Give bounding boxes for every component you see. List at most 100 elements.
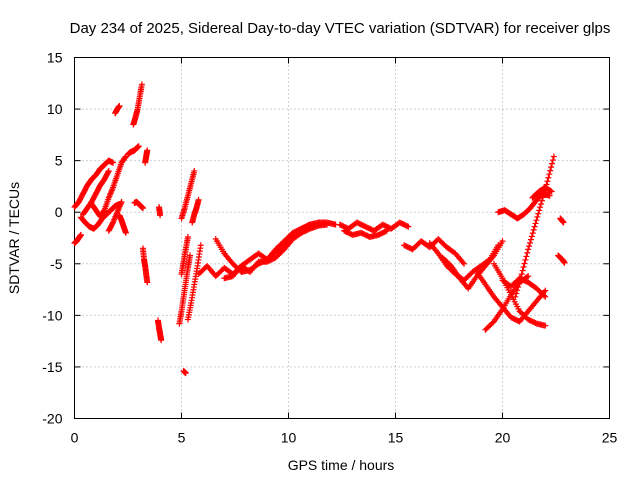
- data-point-fill: [523, 253, 530, 260]
- data-point-fill: [527, 236, 534, 243]
- data-point: [561, 259, 568, 266]
- data-point: [525, 273, 532, 280]
- data-point: [542, 322, 549, 329]
- series-arc-12: [139, 245, 151, 286]
- data-point-fill: [540, 191, 547, 198]
- x-axis-label: GPS time / hours: [288, 457, 395, 473]
- data-point-fill: [516, 277, 523, 284]
- data-point: [550, 153, 557, 160]
- data-point: [512, 293, 519, 300]
- data-point-fill: [519, 267, 526, 274]
- data-point-fill: [515, 284, 522, 291]
- series-arc-28: [401, 236, 467, 267]
- data-point: [499, 238, 506, 245]
- y-tick-label: 15: [47, 50, 63, 66]
- x-tick-label: 10: [281, 430, 297, 446]
- data-point: [525, 246, 532, 253]
- x-tick-label: 25: [602, 430, 618, 446]
- series-arc-30: [439, 238, 506, 292]
- data-point: [158, 337, 165, 344]
- data-point-fill: [549, 157, 556, 164]
- data-point-fill: [528, 233, 535, 240]
- series-arc-22: [195, 221, 331, 280]
- data-point-fill: [530, 226, 537, 233]
- series-arc-03: [77, 200, 123, 232]
- series-arc-09: [125, 143, 142, 158]
- series-arc-06: [105, 198, 125, 234]
- series-arc-08: [116, 212, 129, 236]
- y-tick-label: 10: [47, 101, 63, 117]
- data-point: [544, 178, 551, 185]
- data-point: [542, 287, 549, 294]
- data-point-fill: [537, 204, 544, 211]
- data-point-fill: [524, 249, 531, 256]
- y-tick-label: -5: [50, 256, 63, 272]
- data-point-fill: [521, 260, 528, 267]
- data-point: [197, 242, 204, 249]
- data-point: [195, 196, 202, 203]
- data-point: [116, 102, 123, 109]
- x-tick-label: 15: [388, 430, 404, 446]
- data-point: [182, 370, 189, 377]
- data-point: [383, 227, 390, 234]
- series-arc-15: [156, 204, 164, 219]
- data-point: [542, 293, 549, 300]
- data-point-fill: [533, 217, 540, 224]
- series-arc-14: [154, 317, 165, 344]
- series-arc-16: [176, 252, 194, 327]
- data-markers: [71, 81, 568, 377]
- data-point: [184, 233, 191, 240]
- y-tick-label: -20: [42, 411, 62, 427]
- data-point: [187, 252, 194, 259]
- data-point: [122, 229, 129, 236]
- series-arc-19: [180, 368, 189, 377]
- series-arc-20: [184, 242, 204, 323]
- data-point-fill: [517, 274, 524, 281]
- data-point: [518, 271, 525, 278]
- data-point: [144, 279, 151, 286]
- x-tick-label: 5: [178, 430, 186, 446]
- data-point-fill: [547, 167, 554, 174]
- data-point: [110, 159, 117, 166]
- data-point-fill: [539, 194, 546, 201]
- data-point: [138, 81, 145, 88]
- series-arc-26: [336, 219, 412, 234]
- y-tick-label: 0: [55, 204, 63, 220]
- x-tick-label: 20: [495, 430, 511, 446]
- data-point: [538, 200, 545, 207]
- y-tick-label: -15: [42, 359, 62, 375]
- series-arc-11: [131, 198, 146, 212]
- data-point: [118, 198, 125, 205]
- data-point-fill: [534, 213, 541, 220]
- series-arc-39: [557, 215, 567, 226]
- series-arc-27: [341, 227, 390, 240]
- data-point-fill: [546, 171, 553, 178]
- data-point-fill: [100, 208, 107, 215]
- data-point: [405, 223, 412, 230]
- series-arc-13: [142, 147, 151, 166]
- series-arc-36: [512, 153, 557, 300]
- data-point: [560, 219, 567, 226]
- data-point-fill: [549, 160, 556, 167]
- data-point: [191, 167, 198, 174]
- data-point-fill: [526, 243, 533, 250]
- data-point-fill: [527, 239, 534, 246]
- data-point-fill: [513, 290, 520, 297]
- series-arc-18: [178, 167, 198, 222]
- data-point-fill: [532, 220, 539, 227]
- data-point: [139, 205, 146, 212]
- data-point-fill: [516, 280, 523, 287]
- data-point-fill: [548, 164, 555, 171]
- data-point: [531, 223, 538, 230]
- data-point-fill: [520, 264, 527, 271]
- data-point: [77, 231, 84, 238]
- data-point: [460, 260, 467, 267]
- series-arc-25: [298, 219, 339, 232]
- series-arc-07: [112, 102, 123, 117]
- data-point-fill: [514, 287, 521, 294]
- data-point-fill: [536, 207, 543, 214]
- y-axis-label: SDTVAR / TECUs: [6, 182, 22, 294]
- data-point-fill: [522, 256, 529, 263]
- series-arc-05: [88, 153, 129, 220]
- data-point: [105, 167, 112, 174]
